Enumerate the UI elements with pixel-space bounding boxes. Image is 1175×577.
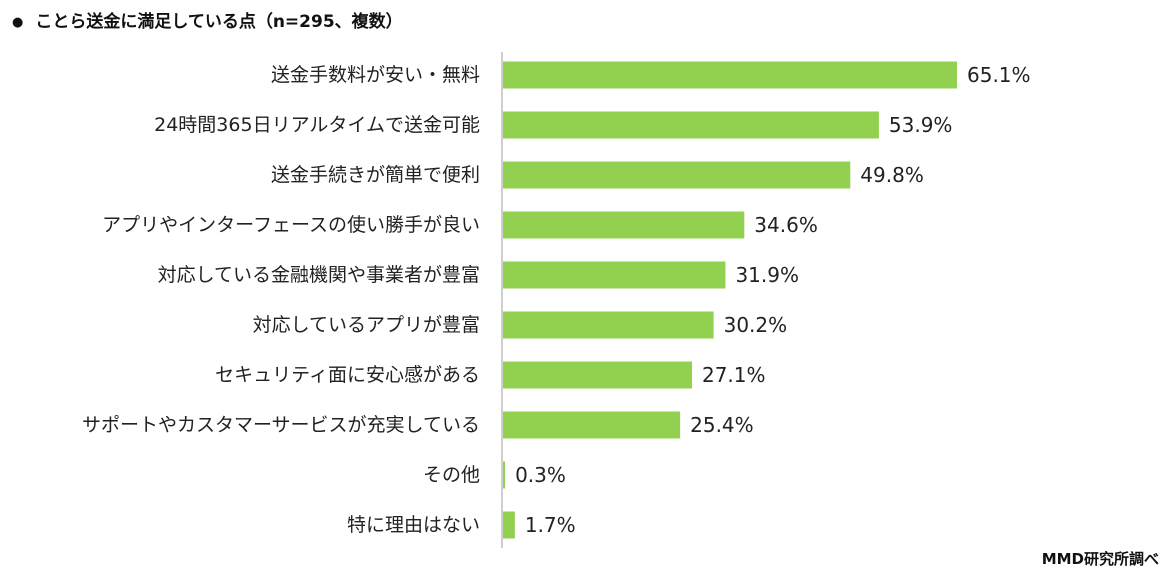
- bar: [503, 61, 957, 89]
- bullet-icon: ●: [12, 15, 24, 30]
- category-label: 対応している金融機関や事業者が豊富: [158, 264, 480, 286]
- bar: [503, 461, 506, 489]
- category-label: その他: [423, 464, 480, 486]
- data-label: 31.9%: [735, 263, 799, 287]
- category-label: サポートやカスタマーサービスが充実している: [82, 414, 480, 436]
- source-credit: MMD研究所調べ: [1041, 550, 1159, 568]
- bar: [503, 211, 745, 239]
- bar: [503, 261, 726, 289]
- data-label: 1.7%: [525, 513, 576, 537]
- category-label: 特に理由はない: [347, 514, 480, 536]
- data-label: 49.8%: [860, 163, 924, 187]
- category-label: 送金手続きが簡単で便利: [271, 164, 480, 186]
- category-label: 送金手数料が安い・無料: [271, 64, 480, 86]
- bar: [503, 161, 851, 189]
- data-label: 25.4%: [690, 413, 754, 437]
- bar: [503, 511, 515, 539]
- chart-title: ● ことら送金に満足している点（n=295、複数）: [12, 7, 403, 32]
- data-label: 27.1%: [702, 363, 766, 387]
- data-label: 53.9%: [889, 113, 953, 137]
- bar: [503, 361, 692, 389]
- bar: [503, 411, 681, 439]
- category-label: セキュリティ面に安心感がある: [215, 364, 480, 386]
- category-label: 対応しているアプリが豊富: [253, 314, 480, 336]
- chart-title-text: ことら送金に満足している点（n=295、複数）: [35, 12, 403, 32]
- category-label: 24時間365日リアルタイムで送金可能: [154, 114, 480, 136]
- category-label: アプリやインターフェースの使い勝手が良い: [102, 214, 480, 236]
- data-label: 30.2%: [724, 313, 788, 337]
- bar: [503, 311, 714, 339]
- data-label: 65.1%: [967, 63, 1031, 87]
- data-label: 34.6%: [754, 213, 818, 237]
- bar: [503, 111, 879, 139]
- data-label: 0.3%: [515, 463, 566, 487]
